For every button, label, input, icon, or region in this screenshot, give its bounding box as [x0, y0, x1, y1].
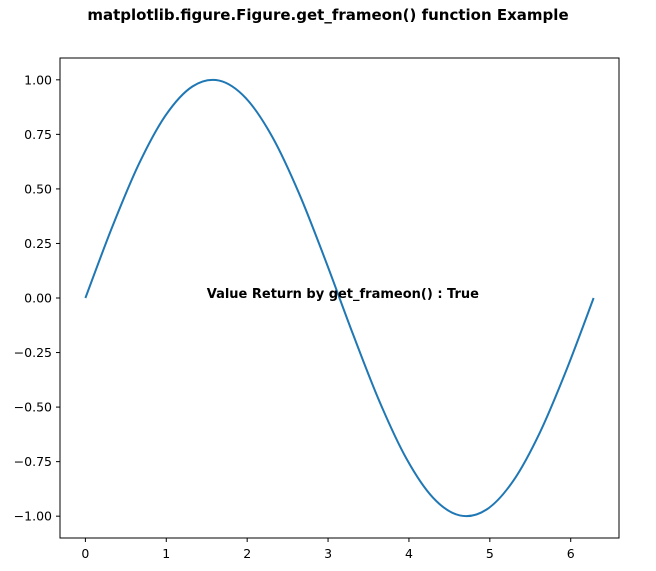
- y-tick-label: −0.75: [14, 454, 52, 469]
- x-tick-label: 3: [324, 546, 332, 561]
- y-tick-label: 0.50: [24, 181, 52, 196]
- x-tick-label: 0: [81, 546, 89, 561]
- y-tick-label: 1.00: [24, 72, 52, 87]
- y-tick-label: −0.50: [14, 400, 52, 415]
- annotations: Value Return by get_frameon() : True: [207, 287, 479, 302]
- x-tick-label: 4: [405, 546, 413, 561]
- x-tick-label: 6: [567, 546, 575, 561]
- y-tick-label: 0.75: [24, 127, 52, 142]
- chart-title: matplotlib.figure.Figure.get_frameon() f…: [87, 6, 569, 24]
- y-tick-label: 0.00: [24, 291, 52, 306]
- y-axis: 1.00 0.75 0.50 0.25 0.00 −0.25 −0.50 −0.75 −1.00: [14, 72, 60, 524]
- x-tick-label: 5: [486, 546, 494, 561]
- y-tick-label: 0.25: [24, 236, 52, 251]
- series-line: [84, 78, 595, 518]
- x-tick-label: 1: [162, 546, 170, 561]
- y-tick-label: −1.00: [14, 509, 52, 524]
- y-tick-label: −0.25: [14, 345, 52, 360]
- x-tick-label: 2: [243, 546, 251, 561]
- annotation-text: Value Return by get_frameon() : True: [207, 287, 479, 302]
- series-group: [84, 78, 595, 518]
- x-axis: 0 1 2 3 4 5 6: [81, 538, 575, 561]
